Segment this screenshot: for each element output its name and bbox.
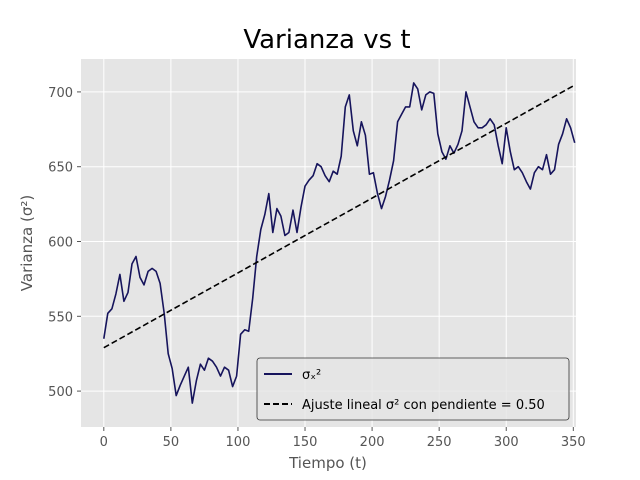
x-tick-label: 150 — [293, 435, 318, 450]
y-tick-label: 550 — [48, 310, 73, 325]
x-tick-label: 350 — [561, 435, 586, 450]
x-tick-label: 200 — [360, 435, 385, 450]
legend: σₓ² Ajuste lineal σ² con pendiente = 0.5… — [256, 357, 570, 421]
series-layer — [103, 82, 576, 404]
y-tick-label: 600 — [48, 236, 73, 251]
y-tick-label: 650 — [48, 161, 73, 176]
x-axis-label: Tiempo (t) — [288, 454, 367, 472]
x-tick-label: 0 — [100, 435, 108, 450]
y-axis-ticks: 500 550 600 650 700 — [48, 86, 81, 400]
legend-label-variance: σₓ² — [302, 368, 321, 383]
x-axis-ticks: 0 50 100 150 200 250 300 350 — [100, 427, 586, 450]
x-tick-label: 50 — [163, 435, 180, 450]
y-tick-label: 700 — [48, 86, 73, 101]
chart-title: Varianza vs t — [243, 25, 410, 55]
x-tick-label: 100 — [226, 435, 251, 450]
series-line-variance — [103, 82, 576, 404]
x-tick-label: 300 — [494, 435, 519, 450]
y-tick-label: 500 — [48, 385, 73, 400]
legend-label-linear-fit: Ajuste lineal σ² con pendiente = 0.50 — [302, 398, 545, 413]
legend-box — [256, 357, 570, 421]
x-tick-label: 250 — [427, 435, 452, 450]
y-axis-label: Varianza (σ²) — [18, 195, 36, 291]
